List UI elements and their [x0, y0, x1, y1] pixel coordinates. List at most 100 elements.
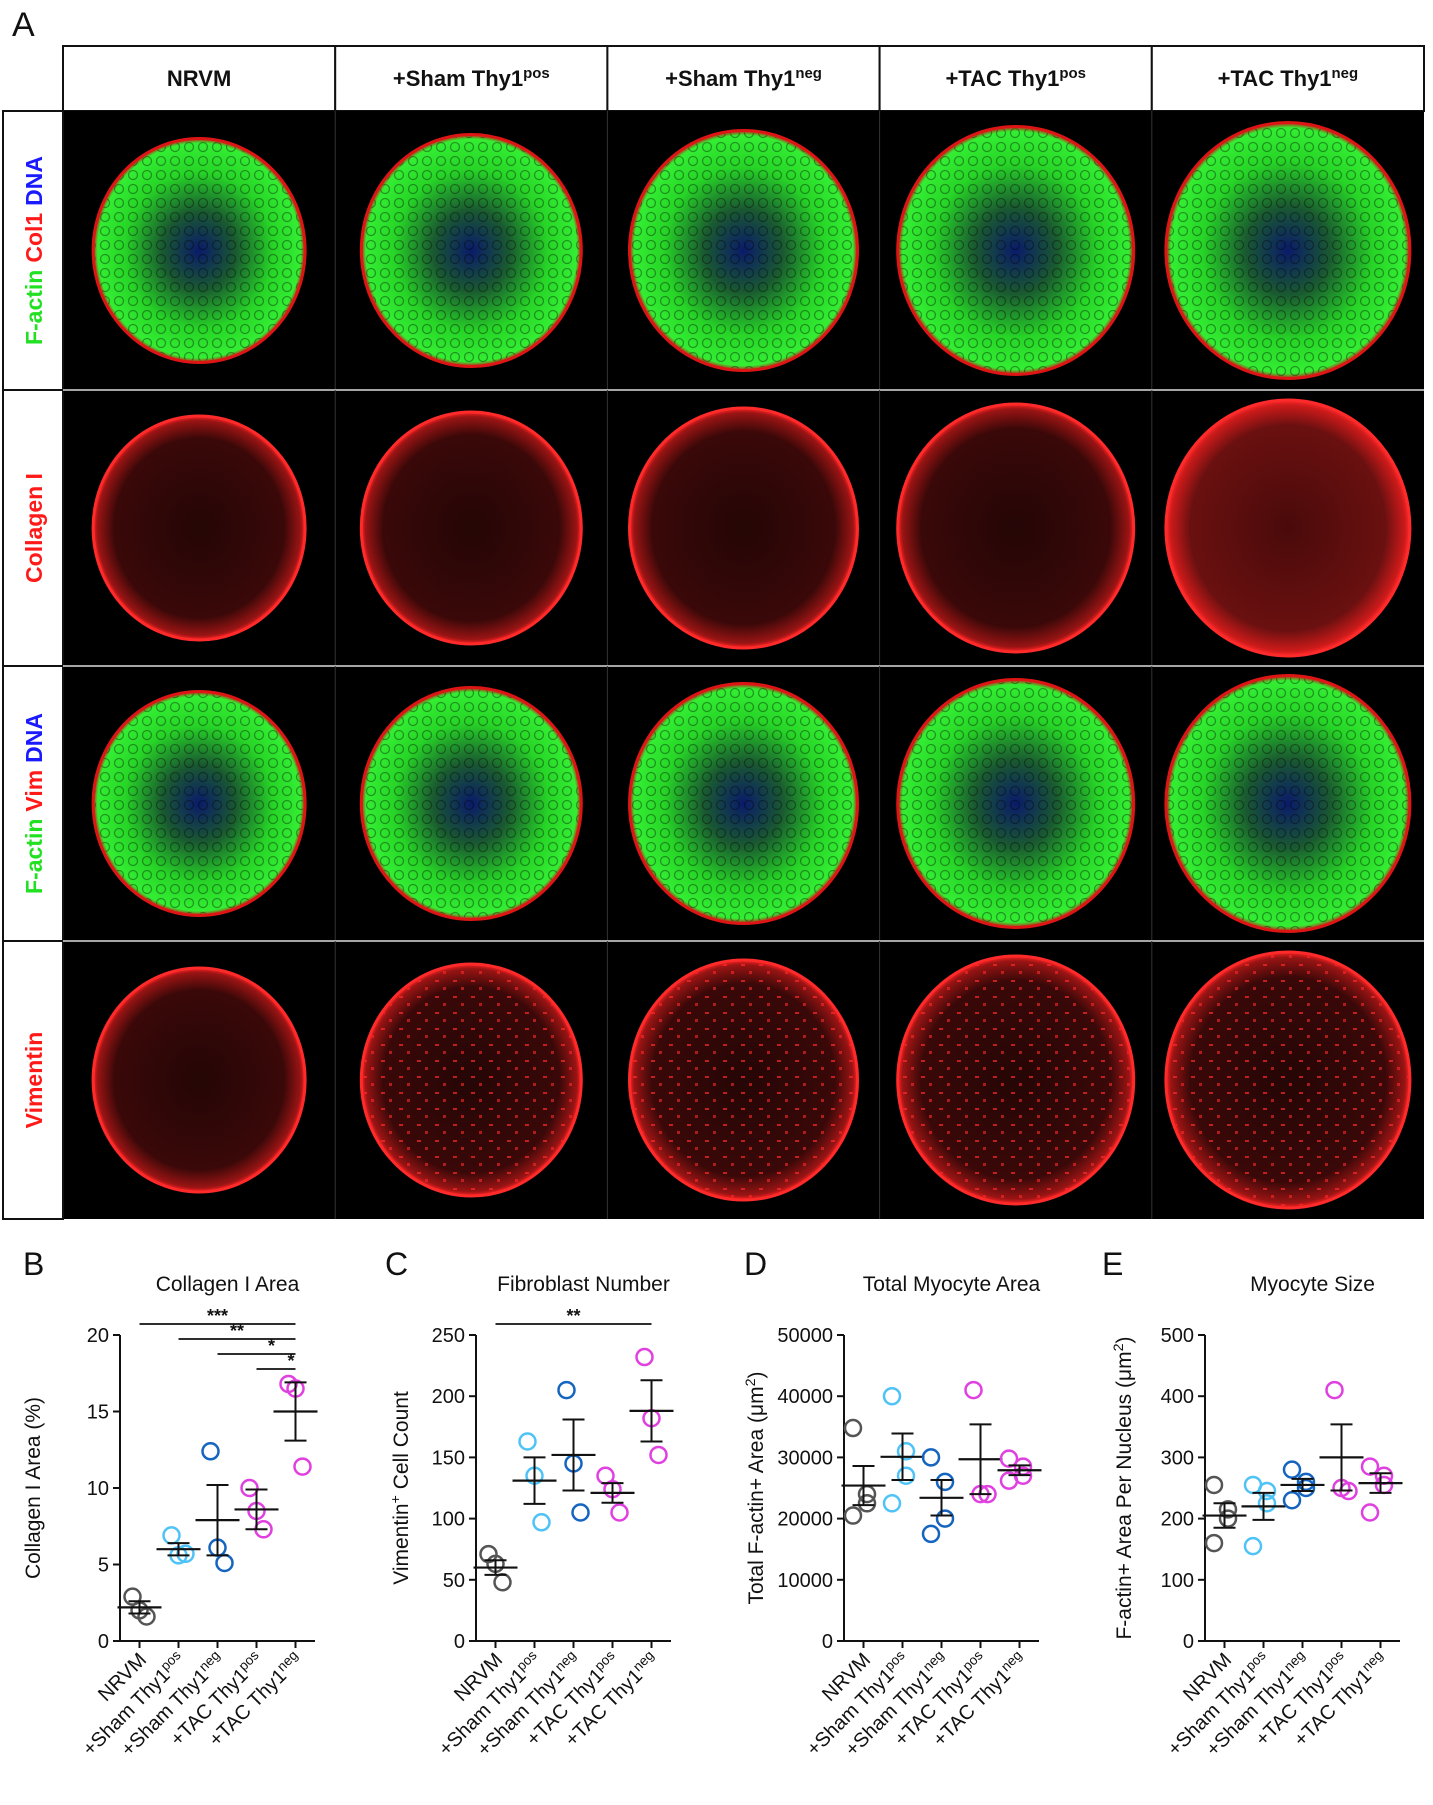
- column-header: +TAC Thy1neg: [1218, 65, 1358, 92]
- micrograph-texture: [95, 140, 304, 361]
- significance-label: ***: [207, 1306, 228, 1326]
- text-part: F-actin+ Area Per Nucleus (μm: [1113, 1351, 1136, 1639]
- data-point: [1257, 1494, 1277, 1513]
- chart: B Collagen I Area Collagen I Area (%) 0 5 10 1…: [22, 1246, 318, 1761]
- data-point: [137, 1607, 156, 1626]
- data-point: [532, 1513, 551, 1532]
- charts: B Collagen I Area Collagen I Area (%) 0 5 10 1…: [22, 1246, 1403, 1761]
- y-tick-label: 200: [1161, 1509, 1194, 1531]
- data-point: [921, 1448, 941, 1467]
- column-header-box: [62, 45, 337, 112]
- text-part: ): [745, 1371, 768, 1378]
- micrograph: [91, 966, 307, 1194]
- micrograph-texture: [899, 128, 1132, 373]
- column-header: +TAC Thy1pos: [945, 65, 1085, 92]
- micrograph-texture: [899, 681, 1132, 926]
- data-point: [857, 1494, 877, 1513]
- column-header-box: [334, 45, 609, 112]
- text-part: Vimentin: [390, 1503, 413, 1584]
- micrograph-texture: [631, 685, 856, 922]
- y-axis-label: Vimentin+ Cell Count: [388, 1391, 413, 1585]
- significance-label: *: [287, 1351, 294, 1371]
- text-part: Collagen I Area (%): [22, 1397, 45, 1579]
- panel-label: E: [1102, 1246, 1123, 1282]
- micrograph-texture: [1167, 124, 1408, 377]
- micrograph-texture: [631, 132, 856, 369]
- y-tick-label: 0: [98, 1631, 109, 1653]
- micrograph-texture: [1167, 954, 1408, 1206]
- text-part: Total F-actin+ Area (μm: [745, 1386, 768, 1604]
- row-label-box: [2, 110, 64, 391]
- chart-title: Fibroblast Number: [497, 1273, 670, 1296]
- data-point: [162, 1526, 181, 1545]
- row-label-part: Vim: [21, 770, 47, 812]
- data-point: [201, 1442, 220, 1461]
- panel-label: C: [385, 1246, 408, 1282]
- y-axis-label: Collagen I Area (%): [22, 1397, 45, 1579]
- row-label-part: F-actin: [21, 270, 47, 345]
- micrograph-texture: [363, 136, 580, 365]
- y-tick-label: 40000: [777, 1386, 833, 1408]
- significance-label: **: [230, 1321, 244, 1341]
- data-point: [921, 1524, 941, 1544]
- y-tick-label: 0: [1183, 1631, 1194, 1653]
- panel-label: B: [23, 1246, 44, 1282]
- data-point: [843, 1506, 863, 1525]
- text-part: +TAC Thy1: [945, 66, 1059, 91]
- y-tick-label: 5: [98, 1555, 109, 1577]
- row-label-part: F-actin: [21, 819, 47, 894]
- row-label: F-actin Col1 DNA: [21, 156, 47, 345]
- data-point: [999, 1449, 1019, 1468]
- data-point: [1360, 1503, 1380, 1522]
- data-point: [293, 1457, 312, 1476]
- data-point: [493, 1572, 512, 1592]
- superscript: pos: [523, 65, 550, 82]
- y-axis-label: F-actin+ Area Per Nucleus (μm2): [1111, 1336, 1136, 1639]
- micrograph-texture: [363, 966, 580, 1194]
- row-label-box: [2, 940, 64, 1220]
- text-part: NRVM: [167, 66, 231, 91]
- data-point: [1282, 1460, 1302, 1479]
- row-label-box: [2, 389, 64, 667]
- column-header-box: [878, 45, 1153, 112]
- y-tick-label: 15: [87, 1402, 109, 1424]
- row-label-part: Vimentin: [21, 1032, 47, 1129]
- text-part: +Sham Thy1: [665, 66, 795, 91]
- data-point: [1282, 1490, 1302, 1510]
- data-point: [557, 1380, 576, 1400]
- data-point: [843, 1418, 863, 1438]
- data-point: [1218, 1500, 1238, 1519]
- micrograph-texture: [631, 962, 856, 1198]
- data-point: [1325, 1380, 1344, 1400]
- superscript: pos: [1059, 65, 1086, 82]
- y-tick-label: 20000: [777, 1509, 833, 1531]
- y-tick-label: 200: [432, 1386, 465, 1408]
- text-part: ): [1113, 1336, 1136, 1343]
- row-label: Vimentin: [21, 1032, 47, 1129]
- y-tick-label: 10000: [777, 1570, 833, 1592]
- y-tick-label: 50000: [777, 1325, 833, 1347]
- data-point: [1296, 1478, 1316, 1498]
- column-header: +Sham Thy1pos: [393, 65, 550, 92]
- chart: E Myocyte Size F-actin+ Area Per Nucleus (…: [1102, 1246, 1403, 1761]
- significance-label: *: [268, 1336, 275, 1356]
- significance-label: **: [566, 1306, 580, 1326]
- column-header-box: [1150, 45, 1426, 112]
- y-tick-label: 400: [1161, 1386, 1194, 1408]
- superscript: neg: [795, 65, 822, 82]
- data-point: [1218, 1509, 1238, 1528]
- text-part: Cell Count: [390, 1391, 413, 1495]
- chart-title: Collagen I Area: [156, 1273, 300, 1296]
- y-tick-label: 0: [454, 1631, 465, 1653]
- chart-title: Total Myocyte Area: [863, 1273, 1041, 1296]
- y-tick-label: 0: [822, 1631, 833, 1653]
- data-point: [964, 1380, 983, 1400]
- micrograph: [91, 414, 307, 642]
- data-point: [935, 1472, 955, 1492]
- data-point: [1204, 1475, 1224, 1495]
- data-point: [999, 1471, 1019, 1490]
- data-point: [896, 1442, 916, 1461]
- micrograph: [359, 410, 583, 646]
